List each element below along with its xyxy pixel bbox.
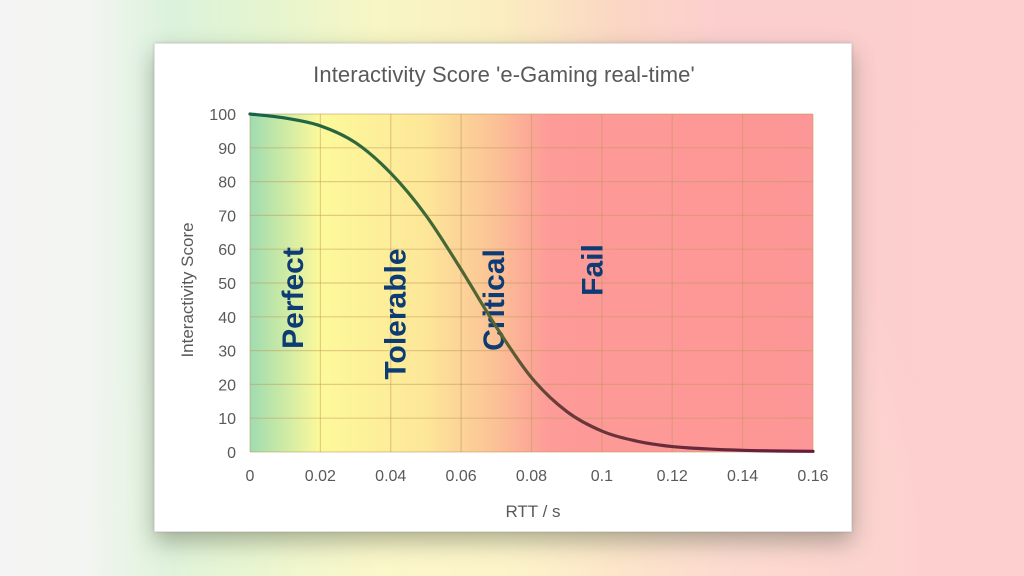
x-tick-label: 0.06 [446,468,477,485]
x-tick-label: 0 [246,468,255,485]
x-tick-label: 0.1 [591,468,613,485]
zone-label-tolerable: Tolerable [379,248,412,379]
x-tick-label: 0.02 [305,468,336,485]
x-axis-ticks: 0 0.02 0.04 0.06 0.08 0.1 0.12 0.14 0.16 [246,468,829,485]
x-tick-label: 0.16 [797,468,828,485]
zone-label-fail: Fail [576,244,609,296]
x-tick-label: 0.14 [727,468,758,485]
x-axis-label: RTT / s [505,502,560,521]
y-tick-label: 60 [218,242,236,259]
y-tick-label: 50 [218,276,236,293]
y-tick-label: 30 [218,344,236,361]
plot-area [250,114,813,452]
y-tick-label: 20 [218,377,236,394]
x-tick-label: 0.04 [375,468,406,485]
y-tick-label: 10 [218,411,236,428]
chart-plot: Perfect Tolerable Critical Fail 0 10 20 30 40 50… [178,107,829,521]
y-axis-label: Interactivity Score [178,222,197,357]
y-tick-label: 80 [218,175,236,192]
y-tick-label: 0 [227,445,236,462]
chart-title: Interactivity Score 'e-Gaming real-time' [313,62,695,87]
zone-label-critical: Critical [478,249,511,351]
chart-card: Interactivity Score 'e-Gaming real-time' [154,43,852,532]
y-tick-label: 100 [209,107,236,124]
gridlines [249,113,814,453]
x-tick-label: 0.12 [657,468,688,485]
y-tick-label: 90 [218,141,236,158]
zone-labels: Perfect Tolerable Critical Fail [277,244,609,379]
y-axis-ticks: 0 10 20 30 40 50 60 70 80 90 100 [209,107,236,462]
y-tick-label: 70 [218,208,236,225]
x-tick-label: 0.08 [516,468,547,485]
zone-label-perfect: Perfect [277,247,310,349]
y-tick-label: 40 [218,310,236,327]
score-curve [248,112,815,453]
